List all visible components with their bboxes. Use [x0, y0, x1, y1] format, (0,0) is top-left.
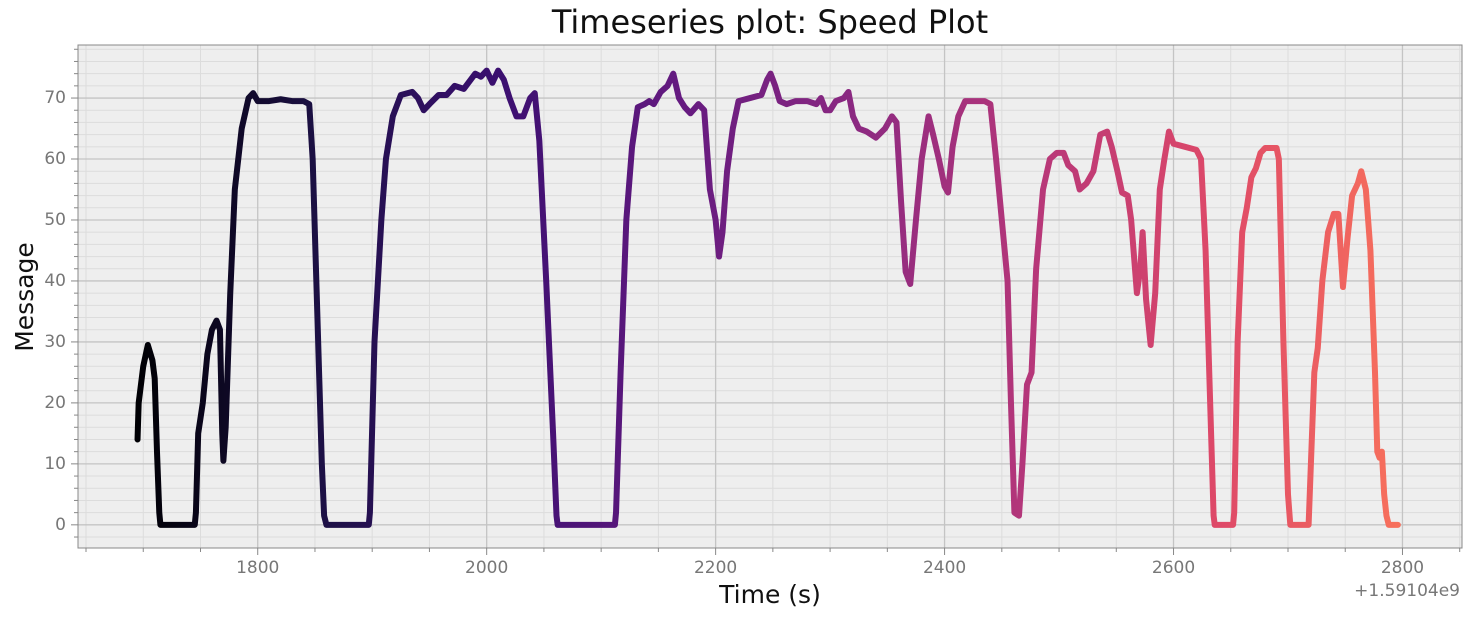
- x-tick-label: 2600: [1152, 558, 1195, 578]
- plot-area: [78, 45, 1462, 548]
- y-tick-label: 30: [44, 332, 66, 352]
- x-tick-label: 2400: [923, 558, 966, 578]
- x-tick-label: 2200: [694, 558, 737, 578]
- y-tick-label: 20: [44, 393, 66, 413]
- y-tick-label: 10: [44, 454, 66, 474]
- x-axis-label: Time (s): [718, 580, 821, 609]
- plot-frame: [77, 44, 1463, 549]
- x-tick-label: 2800: [1381, 558, 1424, 578]
- x-offset-label: +1.59104e9: [1354, 581, 1460, 601]
- y-tick-label: 60: [44, 149, 66, 169]
- y-tick-label: 40: [44, 271, 66, 291]
- y-tick-label: 70: [44, 88, 66, 108]
- y-tick-label: 50: [44, 210, 66, 230]
- chart-title: Timeseries plot: Speed Plot: [551, 3, 988, 41]
- y-tick-label: 0: [55, 515, 66, 535]
- plot: [134, 67, 1401, 528]
- speed-line: [134, 67, 1401, 528]
- y-axis-label: Message: [10, 242, 39, 352]
- x-tick-label: 2000: [465, 558, 508, 578]
- x-tick-label: 1800: [236, 558, 279, 578]
